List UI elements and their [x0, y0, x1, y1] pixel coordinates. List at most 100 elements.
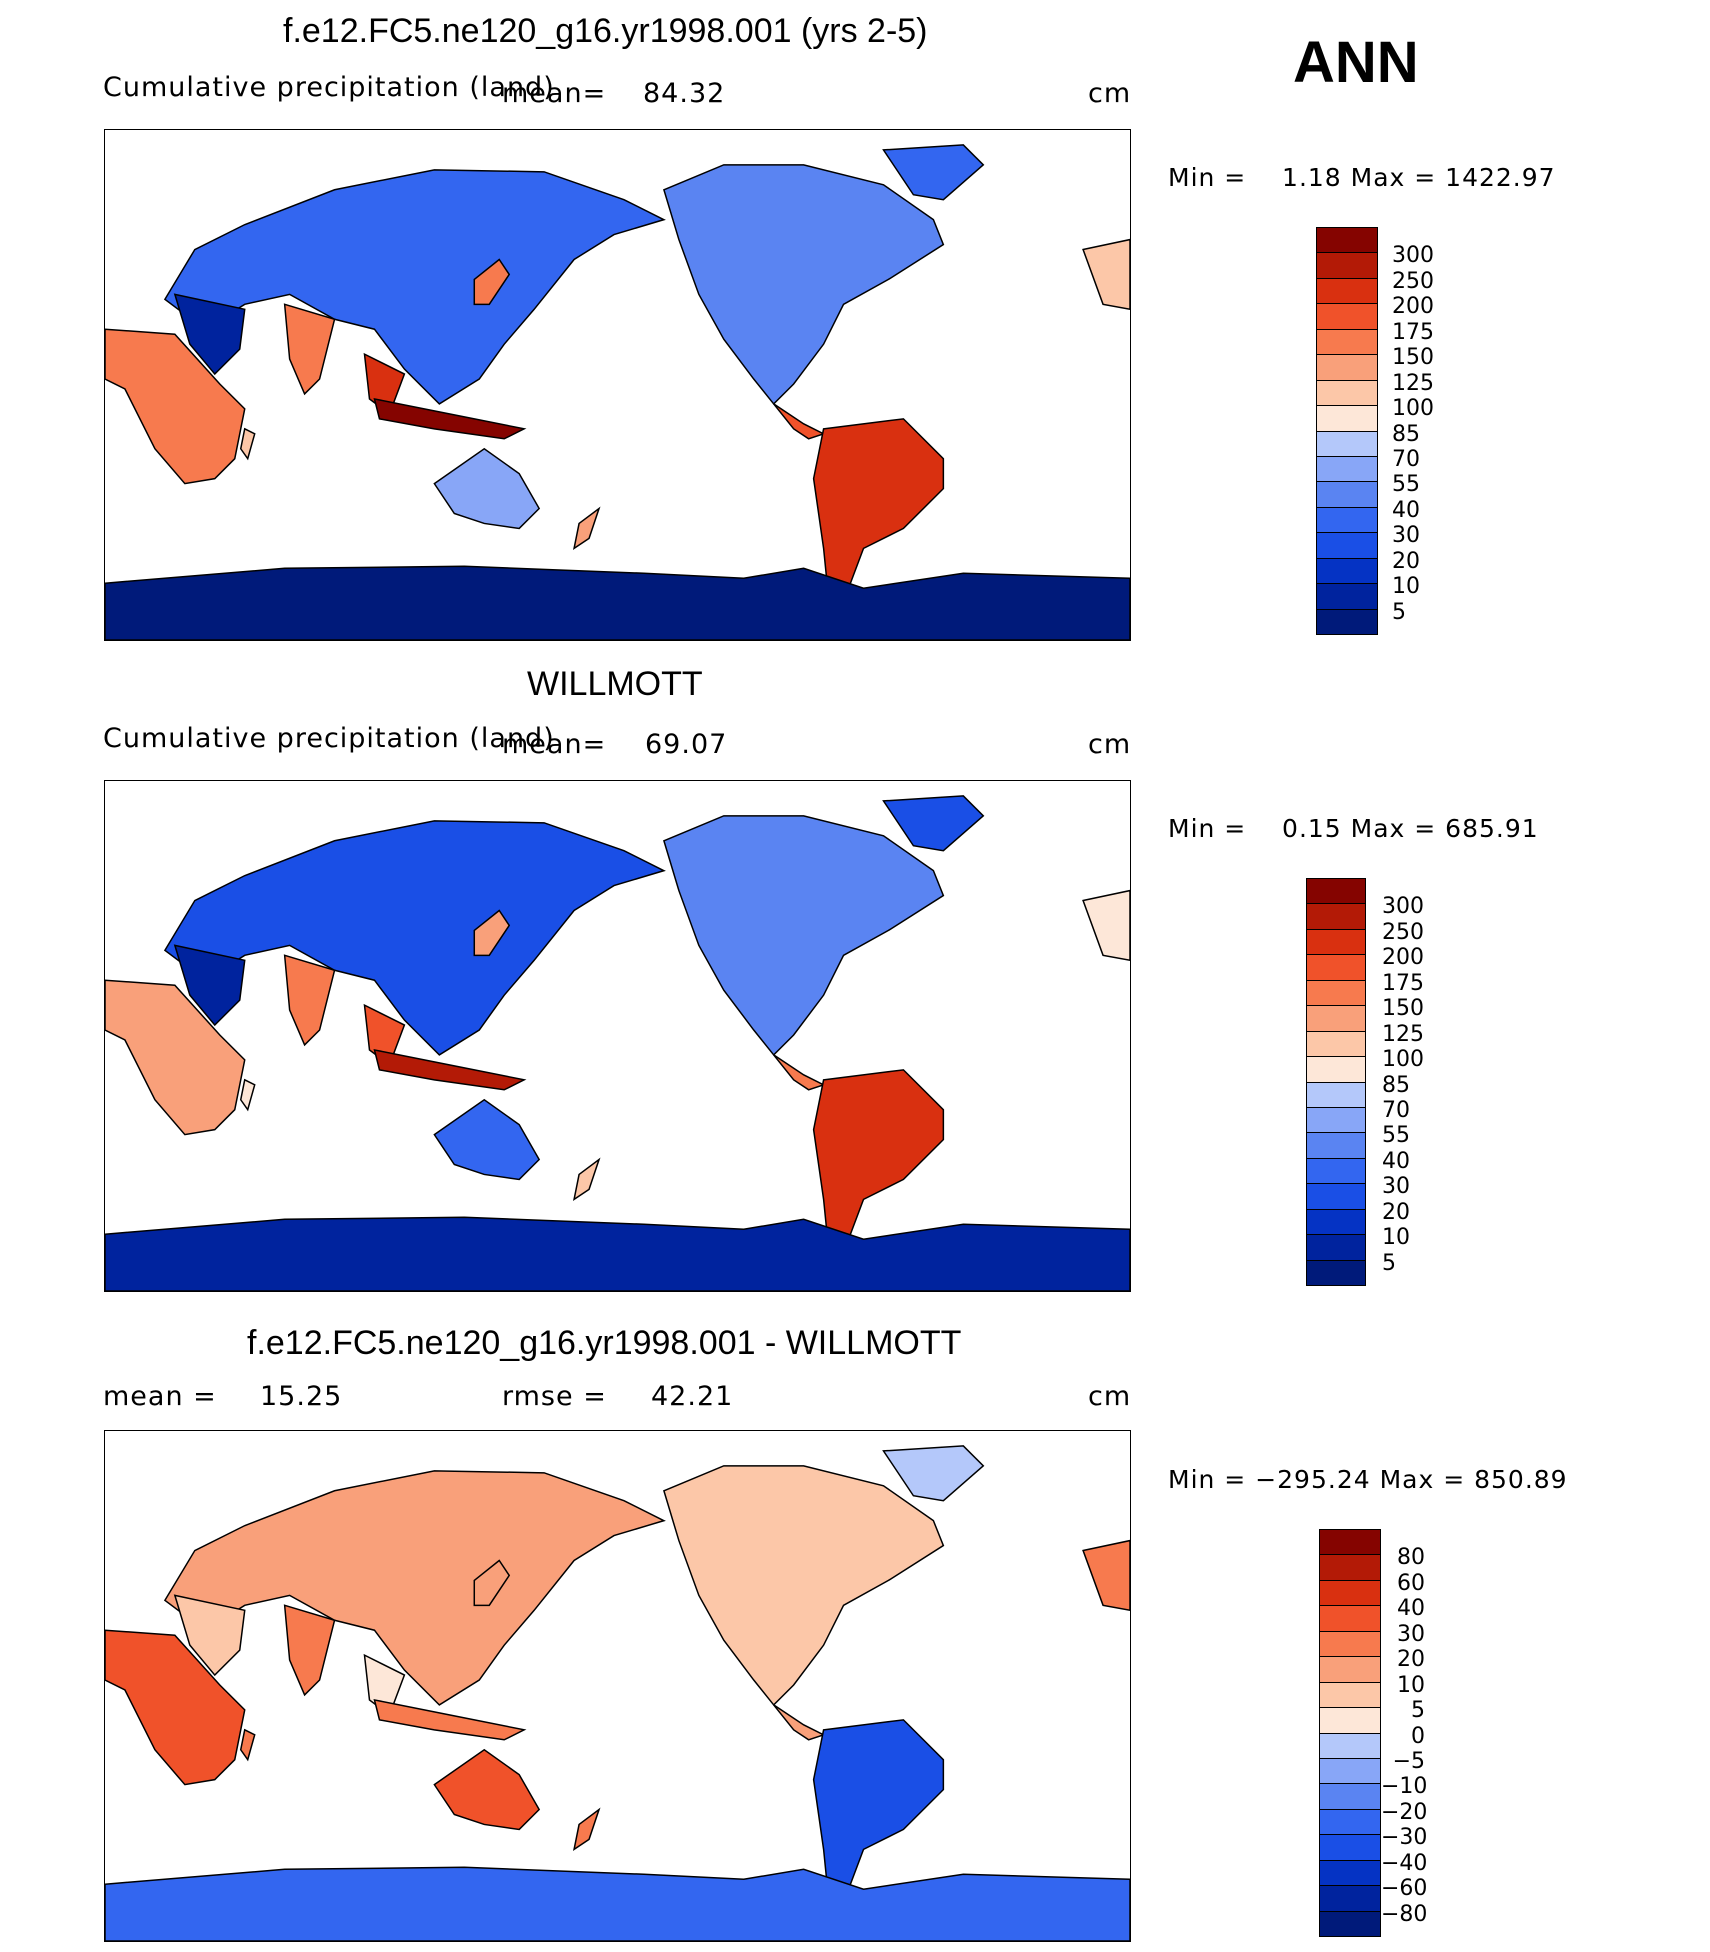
landmass-eastafrica_edge	[1082, 1539, 1130, 1612]
colorbar-box	[1306, 1259, 1366, 1286]
colorbar-box	[1306, 1132, 1366, 1159]
colorbar-tick-label: 40	[1382, 1148, 1410, 1174]
landmass-indonesia	[373, 1698, 527, 1741]
colorbar-box	[1316, 583, 1378, 610]
season-label: ANN	[1293, 30, 1419, 95]
landmass-japan	[473, 1559, 511, 1607]
panel1-variable-label: Cumulative precipitation (land)	[103, 72, 555, 103]
colorbar-tick-label: 20	[1392, 548, 1420, 574]
colorbar-tick-label: 40	[1392, 497, 1420, 523]
landmass-nz	[572, 506, 601, 550]
colorbar-tick-label: 55	[1382, 1123, 1410, 1149]
panel2-title: WILLMOTT	[527, 665, 703, 703]
landmass-africa	[105, 328, 246, 485]
colorbar-box	[1316, 252, 1378, 279]
colorbar-tick-label: 175	[1382, 970, 1424, 996]
colorbar-tick-label: 30	[1382, 1174, 1410, 1200]
landmass-madagascar	[239, 1728, 256, 1762]
landmass-eastafrica_edge	[1082, 889, 1130, 962]
colorbar-box	[1316, 455, 1378, 483]
colorbar-box	[1316, 277, 1378, 305]
panel3-units: cm	[1088, 1381, 1132, 1412]
landmass-africa	[105, 979, 246, 1136]
colorbar-tick-label: 300	[1382, 894, 1424, 920]
colorbar-tick-label: 10	[1397, 1672, 1425, 1698]
colorbar-box	[1306, 1106, 1366, 1134]
colorbar-box	[1319, 1707, 1381, 1734]
colorbar-tick-label: 125	[1392, 370, 1434, 396]
colorbar-box	[1306, 1157, 1366, 1185]
colorbar-tick-label: −30	[1381, 1825, 1428, 1851]
landmass-eurasia	[163, 1470, 666, 1706]
colorbar-box	[1316, 532, 1378, 559]
landmass-arabia	[173, 1594, 246, 1677]
panel3-rmse-label: rmse =	[502, 1381, 607, 1412]
panel3-mean-value: 15.25	[260, 1381, 343, 1412]
landmass-arabia	[173, 944, 246, 1027]
colorbar-box	[1319, 1605, 1381, 1632]
panel1-title: f.e12.FC5.ne120_g16.yr1998.001 (yrs 2-5)	[283, 12, 928, 50]
landmass-samerica	[812, 1069, 945, 1251]
landmass-greenland	[882, 795, 985, 852]
landmass-samerica	[812, 1719, 945, 1901]
colorbar-tick-label: 30	[1397, 1621, 1425, 1647]
colorbar-box	[1316, 303, 1378, 330]
panel2-minmax: Min = 0.15 Max = 685.91	[1168, 814, 1539, 843]
landmass-indonesia	[373, 397, 527, 440]
colorbar-tick-label: 0	[1411, 1723, 1425, 1749]
landmass-centam	[773, 403, 826, 440]
colorbar-tick-label: 10	[1392, 574, 1420, 600]
colorbar-tick-label: 20	[1382, 1199, 1410, 1225]
colorbar-box	[1319, 1859, 1381, 1887]
colorbar-box	[1319, 1757, 1381, 1785]
landmass-india	[283, 954, 336, 1047]
colorbar-box	[1316, 354, 1378, 381]
landmass-nz	[572, 1807, 601, 1851]
map-canvas	[105, 1445, 1130, 1941]
landmass-centam	[773, 1054, 826, 1091]
landmass-eurasia	[163, 169, 666, 405]
colorbar-tick-label: 200	[1382, 945, 1424, 971]
colorbar-tick-label: 250	[1392, 268, 1434, 294]
colorbar-tick-label: −60	[1381, 1876, 1428, 1902]
colorbar-box	[1306, 903, 1366, 930]
colorbar-tick-label: 70	[1382, 1097, 1410, 1123]
map-canvas	[105, 795, 1130, 1291]
landmass-nz	[572, 1157, 601, 1201]
landmass-madagascar	[239, 427, 256, 461]
colorbar-box	[1319, 1834, 1381, 1861]
colorbar-tick-label: 20	[1397, 1647, 1425, 1673]
panel2-map	[104, 780, 1131, 1292]
panel2-mean-value: 69.07	[645, 729, 728, 760]
colorbar-box	[1316, 557, 1378, 585]
panel3-title: f.e12.FC5.ne120_g16.yr1998.001 - WILLMOT…	[247, 1324, 962, 1362]
landmass-indonesia	[373, 1048, 527, 1091]
landmass-australia	[433, 1098, 541, 1181]
colorbar-box	[1316, 379, 1378, 407]
landmass-africa	[105, 1629, 246, 1786]
colorbar-tick-label: 60	[1397, 1570, 1425, 1596]
colorbar-tick-label: 85	[1392, 421, 1420, 447]
colorbar-box	[1306, 1005, 1366, 1032]
colorbar-tick-label: 125	[1382, 1021, 1424, 1047]
colorbar-box	[1306, 878, 1366, 905]
colorbar-box	[1306, 1208, 1366, 1236]
colorbar-box	[1306, 1081, 1366, 1108]
landmass-greenland	[882, 144, 985, 201]
colorbar-box	[1319, 1554, 1381, 1581]
colorbar-box	[1319, 1783, 1381, 1810]
landmass-arabia	[173, 293, 246, 376]
colorbar-tick-label: 40	[1397, 1596, 1425, 1622]
panel1-units: cm	[1088, 78, 1132, 109]
colorbar-tick-label: 55	[1392, 472, 1420, 498]
colorbar-tick-label: 100	[1392, 396, 1434, 422]
colorbar-box	[1319, 1681, 1381, 1709]
panel3-map	[104, 1430, 1131, 1942]
panel3-mean-label: mean =	[103, 1381, 217, 1412]
colorbar-tick-label: −80	[1381, 1901, 1428, 1927]
panel3-rmse-value: 42.21	[651, 1381, 734, 1412]
colorbar-box	[1316, 481, 1378, 508]
colorbar-tick-label: −40	[1381, 1850, 1428, 1876]
colorbar-box	[1306, 954, 1366, 981]
panel3-minmax: Min = −295.24 Max = 850.89	[1168, 1465, 1568, 1494]
